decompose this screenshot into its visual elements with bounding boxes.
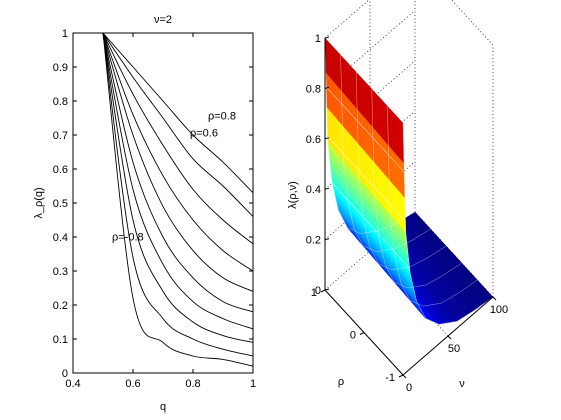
surface xyxy=(324,37,494,325)
annotation-label: ρ=0.6 xyxy=(190,128,218,140)
series-curve-0 xyxy=(102,32,254,194)
z-tick-label: 0.6 xyxy=(306,134,321,146)
series-curve-9 xyxy=(102,32,254,367)
z-tick-label: 0.8 xyxy=(306,83,321,95)
series-curve-6 xyxy=(102,32,254,330)
rho-tick-label: 1 xyxy=(311,287,317,299)
series-curve-7 xyxy=(102,32,254,343)
y-tick-label: 0.1 xyxy=(53,334,68,346)
surface-contour-line xyxy=(331,182,411,269)
nu-tick xyxy=(447,335,452,340)
surface-mesh-line xyxy=(371,88,462,289)
rho-axis-label: ρ xyxy=(338,376,344,388)
z-axis-label: λ(ρ,ν) xyxy=(287,181,299,209)
series-curve-3 xyxy=(102,32,254,272)
z-tick xyxy=(324,137,330,140)
annotation-label: ρ=-0.8 xyxy=(112,231,144,243)
rho-tick-label: 0 xyxy=(350,330,356,342)
series-curve-1 xyxy=(102,32,254,217)
y-tick-label: 0.6 xyxy=(53,164,68,176)
series-curve-4 xyxy=(102,32,254,292)
nu-axis-label: ν xyxy=(459,378,465,390)
rho-tick-label: -1 xyxy=(385,372,395,384)
y-tick-label: 0.3 xyxy=(53,266,68,278)
y-tick-label: 0.2 xyxy=(53,300,68,312)
nu-tick-label: 50 xyxy=(448,343,460,355)
z-tick xyxy=(324,187,330,190)
back-grid-line xyxy=(324,10,416,89)
y-axis-label: λ_ρ(q) xyxy=(33,187,45,218)
y-tick-label: 1 xyxy=(62,28,68,40)
z-tick-label: 0 xyxy=(315,285,321,297)
y-tick-label: 0.7 xyxy=(53,130,68,142)
x-tick-label: 1 xyxy=(250,378,256,390)
z-tick-label: 0.4 xyxy=(306,184,321,196)
x-axis-label: q xyxy=(160,401,166,413)
surface-mesh-line xyxy=(340,54,431,252)
x-tick-label: 0.8 xyxy=(185,378,200,390)
y-tick-label: 0.5 xyxy=(53,198,68,210)
surface-mesh-line xyxy=(402,122,494,325)
z-tick xyxy=(324,238,330,241)
series-curve-5 xyxy=(102,32,254,313)
rho-tick xyxy=(359,332,365,335)
ticks-group: 0.4 0.6 0.8 1 0 0.1 0.2 0.3 0.4 0.5 0.6 0.7 0.8 0.9 1 xyxy=(53,28,256,390)
nu-tick xyxy=(402,374,407,379)
x-tick-label: 0.6 xyxy=(125,378,140,390)
chart-title: ν=2 xyxy=(154,14,172,26)
surface-mesh-line xyxy=(387,105,478,307)
y-tick-label: 0.4 xyxy=(53,232,68,244)
y-tick-label: 0.9 xyxy=(53,62,68,74)
surface-mesh-line xyxy=(355,71,447,271)
y-tick-label: 0.8 xyxy=(53,96,68,108)
surface-contour-line xyxy=(326,86,405,173)
back-edge xyxy=(451,0,494,46)
annotations-group: ρ=0.8 ρ=0.6 ρ=-0.8 xyxy=(112,111,236,244)
z-tick xyxy=(324,288,330,291)
rho-tick xyxy=(398,374,404,378)
annotation-label: ρ=0.8 xyxy=(208,111,236,123)
z-tick xyxy=(324,86,330,89)
curves-group xyxy=(102,32,254,367)
surface-mesh-line xyxy=(324,37,416,234)
surface-contour-line xyxy=(327,136,406,222)
nu-tick xyxy=(492,296,497,301)
series-curve-8 xyxy=(102,32,254,357)
x-tick-label: 0.4 xyxy=(65,378,80,390)
rho-tick xyxy=(320,289,326,293)
nu-tick-label: 100 xyxy=(490,304,508,316)
plot-area xyxy=(72,32,254,374)
z-tick xyxy=(324,36,330,39)
lambda-rho-q-line-chart: 0.4 0.6 0.8 100.10.20.30.40.50.60.70.80.91 … xyxy=(33,14,256,413)
z-tick-label: 1 xyxy=(315,33,321,45)
series-curve-2 xyxy=(102,32,254,245)
nu-tick-label: 0 xyxy=(406,382,412,394)
y-tick-label: 0 xyxy=(62,368,68,380)
z-tick-label: 0.2 xyxy=(306,235,321,247)
